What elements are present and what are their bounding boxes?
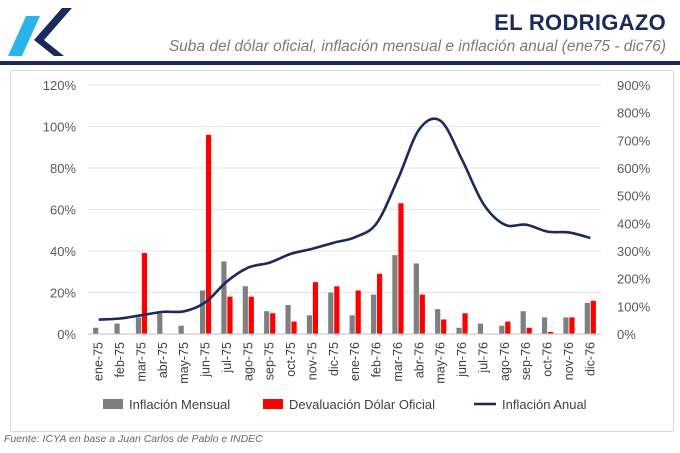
x-axis-tick-label: abr-76 — [412, 342, 426, 378]
right-axis-tick-label: 800% — [617, 106, 651, 121]
bar-devaluacion-dolar — [248, 296, 254, 334]
x-axis-tick-label: may-76 — [434, 342, 448, 384]
bar-devaluacion-dolar — [227, 296, 233, 334]
bar-inflacion-mensual — [349, 315, 355, 334]
x-axis-tick-label: feb-75 — [113, 342, 127, 377]
bar-inflacion-mensual — [264, 311, 270, 334]
x-axis-tick-label: oct-75 — [284, 342, 298, 377]
x-axis-tick-label: sep-76 — [519, 342, 533, 380]
bar-devaluacion-dolar — [312, 282, 319, 334]
left-axis-tick-label: 100% — [43, 120, 77, 135]
bar-inflacion-mensual — [584, 302, 590, 334]
bar-inflacion-mensual — [93, 327, 99, 334]
right-axis-tick-label: 200% — [617, 272, 651, 287]
right-axis-tick-label: 400% — [617, 216, 651, 231]
bar-devaluacion-dolar — [419, 294, 425, 334]
bar-inflacion-mensual — [242, 286, 248, 334]
bar-devaluacion-dolar — [376, 273, 383, 334]
right-axis-tick-label: 600% — [617, 161, 651, 176]
bar-devaluacion-dolar — [398, 203, 404, 334]
x-axis-tick-label: ago-75 — [241, 342, 255, 381]
left-axis-tick-label: 0% — [57, 327, 76, 342]
left-axis-tick-label: 20% — [50, 286, 76, 301]
x-axis-tick-label: mar-75 — [134, 342, 148, 382]
bar-inflacion-mensual — [370, 294, 377, 334]
bar-inflacion-mensual — [306, 315, 313, 334]
bar-devaluacion-dolar — [291, 321, 297, 334]
bar-inflacion-mensual — [328, 292, 334, 334]
x-axis-tick-label: ene-75 — [92, 342, 106, 381]
left-axis-tick-label: 120% — [43, 78, 77, 93]
bar-inflacion-mensual — [135, 317, 142, 334]
bar-devaluacion-dolar — [441, 319, 447, 334]
bar-devaluacion-dolar — [355, 290, 361, 334]
right-axis-tick-label: 700% — [617, 133, 651, 148]
bar-inflacion-mensual — [435, 309, 441, 334]
x-axis-tick-label: dic-76 — [583, 342, 597, 376]
bar-inflacion-mensual — [563, 317, 569, 334]
legend-inflacion-anual-label: Inflación Anual — [502, 397, 587, 412]
bar-devaluacion-dolar — [205, 134, 212, 334]
bar-devaluacion-dolar — [462, 313, 468, 334]
bar-inflacion-mensual — [114, 323, 120, 334]
bar-devaluacion-dolar — [547, 331, 554, 334]
bar-devaluacion-dolar — [505, 321, 511, 334]
bar-devaluacion-dolar — [526, 327, 532, 334]
x-axis-tick-label: nov-75 — [305, 342, 319, 380]
right-axis-tick-label: 300% — [617, 244, 651, 259]
x-axis-tick-label: sep-75 — [263, 342, 277, 380]
bar-devaluacion-dolar — [270, 313, 276, 334]
bar-devaluacion-dolar — [334, 286, 340, 334]
x-axis-tick-label: jun-76 — [455, 342, 469, 378]
k-arrow-logo-icon — [8, 8, 72, 56]
x-axis-tick-label: jul-75 — [220, 342, 234, 374]
bar-inflacion-mensual — [221, 261, 227, 334]
x-axis-tick-label: jun-75 — [199, 342, 213, 378]
legend-devaluacion-dolar-label: Devaluación Dólar Oficial — [289, 397, 435, 412]
bar-inflacion-mensual — [499, 325, 505, 334]
right-axis-tick-label: 500% — [617, 189, 651, 204]
x-axis-tick-label: may-75 — [177, 342, 191, 384]
x-axis-tick-label: mar-76 — [391, 342, 405, 382]
x-axis-tick-label: ene-76 — [348, 342, 362, 381]
right-axis-tick-label: 900% — [617, 78, 651, 93]
legend-devaluacion-dolar-swatch — [263, 399, 283, 409]
bar-inflacion-mensual — [477, 323, 484, 334]
x-axis-tick-label: nov-76 — [562, 342, 576, 380]
right-axis-tick-label: 0% — [617, 327, 636, 342]
page-title: EL RODRIGAZO — [494, 10, 666, 35]
left-axis-tick-label: 60% — [50, 203, 76, 218]
left-axis-tick-label: 80% — [50, 161, 76, 176]
bar-devaluacion-dolar — [569, 317, 575, 334]
chart-panel: 0% 20% 40% 60% 80% 100% 120% 0% 100% 200% 300% 400%… — [10, 70, 674, 432]
legend-inflacion-mensual-label: Inflación Mensual — [129, 397, 230, 412]
bar-devaluacion-dolar — [141, 253, 148, 334]
line-inflacion-anual — [98, 117, 591, 321]
x-axis-tick-label: feb-76 — [370, 342, 384, 377]
x-axis-tick-label: ago-76 — [498, 342, 512, 381]
left-axis-tick-label: 40% — [50, 244, 76, 259]
x-axis-tick-label: dic-75 — [327, 342, 341, 376]
bar-inflacion-mensual — [285, 304, 291, 334]
bar-inflacion-mensual — [413, 263, 419, 334]
legend-inflacion-mensual-swatch — [103, 399, 123, 409]
bar-inflacion-mensual — [520, 311, 526, 334]
source-note: Fuente: ICYA en base a Juan Carlos de Pa… — [4, 433, 263, 445]
x-axis-tick-label: abr-75 — [156, 342, 170, 378]
bar-inflacion-mensual — [456, 327, 462, 334]
bar-devaluacion-dolar — [590, 300, 596, 334]
page-subtitle: Suba del dólar oficial, inflación mensua… — [168, 38, 666, 55]
bar-inflacion-mensual — [199, 290, 206, 334]
x-axis-tick-label: jul-76 — [476, 342, 490, 374]
header-divider — [0, 61, 680, 65]
combo-chart: 0% 20% 40% 60% 80% 100% 120% 0% 100% 200% 300% 400%… — [43, 78, 651, 412]
x-axis-tick-label: oct-76 — [541, 342, 555, 377]
bar-inflacion-mensual — [157, 313, 163, 334]
bar-inflacion-mensual — [178, 325, 184, 334]
bar-inflacion-mensual — [541, 317, 548, 334]
bar-inflacion-mensual — [392, 255, 398, 334]
right-axis-tick-label: 100% — [617, 299, 651, 314]
